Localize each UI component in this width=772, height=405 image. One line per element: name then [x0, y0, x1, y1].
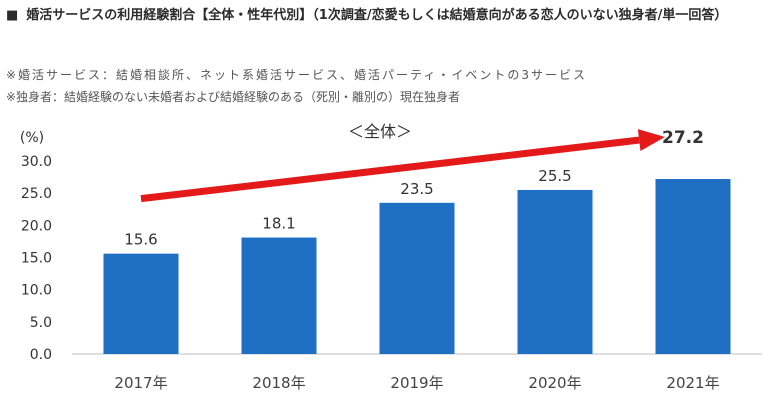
y-tick-label: 25.0	[21, 186, 52, 202]
y-tick-label: 0.0	[30, 347, 52, 363]
y-tick-label: 5.0	[30, 315, 52, 331]
x-tick-label: 2019年	[390, 374, 443, 392]
y-tick-label: 30.0	[21, 154, 52, 170]
bar-value-label: 23.5	[400, 180, 433, 198]
y-tick-label: 15.0	[21, 251, 52, 267]
trend-arrow-head	[637, 129, 665, 151]
bar-value-label: 25.5	[538, 167, 571, 185]
bar	[241, 237, 317, 354]
chart-subtitle: ＜全体＞	[348, 122, 412, 141]
note-services: ※婚活サービス：結婚相談所、ネット系婚活サービス、婚活パーティ・イベントの3サー…	[6, 68, 587, 82]
title-bullet: ■	[6, 8, 19, 23]
bar-value-label: 18.1	[262, 215, 295, 233]
bar	[103, 253, 179, 354]
trend-arrow-shaft	[140, 136, 640, 203]
bar-value-label-latest: 27.2	[662, 128, 704, 148]
bar-value-label: 15.6	[124, 231, 157, 249]
x-tick-label: 2021年	[666, 374, 719, 392]
x-tick-label: 2017年	[114, 374, 167, 392]
y-axis-unit-label: (%)	[20, 130, 44, 146]
chart-title: ■ 婚活サービスの利用経験割合【全体・性年代別】（1次調査/恋愛もしくは結婚意向が…	[6, 6, 762, 26]
title-text: 婚活サービスの利用経験割合【全体・性年代別】（1次調査/恋愛もしくは結婚意向があ…	[26, 8, 728, 23]
bar	[379, 202, 455, 354]
note-singles: ※独身者：結婚経験のない未婚者および結婚経験のある（死別・離別の）現在独身者	[6, 90, 461, 104]
y-tick-label: 10.0	[21, 283, 52, 299]
bar	[517, 189, 593, 354]
x-tick-label: 2018年	[252, 374, 305, 392]
x-tick-label: 2020年	[528, 374, 581, 392]
y-tick-label: 20.0	[21, 218, 52, 234]
bar	[655, 179, 731, 354]
